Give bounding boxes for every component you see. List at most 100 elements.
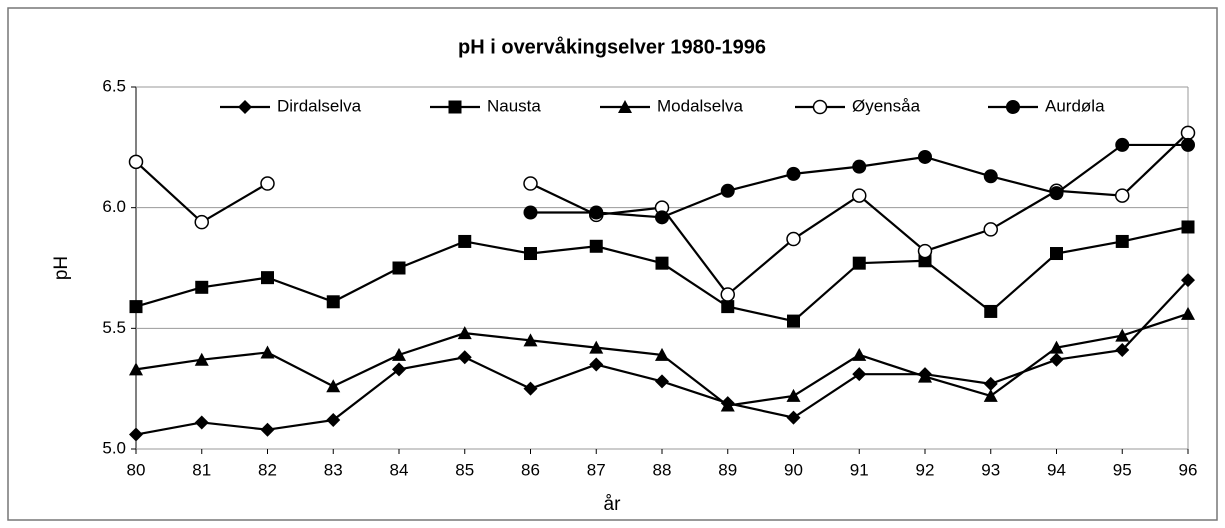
x-tick-label: 85 xyxy=(455,460,474,479)
marker xyxy=(392,261,406,275)
marker xyxy=(1181,273,1195,288)
marker xyxy=(195,280,209,294)
marker xyxy=(589,340,604,354)
x-tick-label: 84 xyxy=(390,460,409,479)
marker xyxy=(720,183,735,198)
marker xyxy=(852,347,867,361)
marker xyxy=(589,205,604,220)
marker xyxy=(983,376,998,391)
marker xyxy=(589,239,603,253)
marker xyxy=(392,362,406,377)
marker xyxy=(618,100,632,113)
marker xyxy=(326,295,340,309)
marker xyxy=(655,256,669,270)
marker xyxy=(720,398,735,412)
marker xyxy=(1050,247,1063,261)
legend-label: Modalselva xyxy=(657,96,744,115)
marker xyxy=(812,99,828,115)
marker xyxy=(786,231,801,247)
x-tick-label: 95 xyxy=(1113,460,1132,479)
marker xyxy=(523,205,538,220)
marker xyxy=(852,159,867,174)
marker xyxy=(589,357,604,372)
marker xyxy=(458,234,472,248)
marker xyxy=(655,210,669,225)
marker xyxy=(194,352,209,366)
marker xyxy=(448,100,462,114)
chart-frame xyxy=(7,7,1218,521)
marker xyxy=(523,176,538,191)
marker xyxy=(1115,188,1130,203)
x-tick-label: 90 xyxy=(784,460,803,479)
marker xyxy=(1180,125,1196,141)
y-axis-label: pH xyxy=(51,256,72,280)
marker xyxy=(786,166,801,181)
marker xyxy=(326,413,341,428)
marker xyxy=(1181,220,1195,234)
marker xyxy=(194,415,209,430)
marker xyxy=(1049,352,1064,367)
marker xyxy=(655,374,669,389)
x-tick-label: 87 xyxy=(587,460,606,479)
marker xyxy=(1181,137,1195,152)
marker xyxy=(194,214,209,230)
marker xyxy=(326,379,341,393)
marker xyxy=(129,300,143,314)
x-tick-label: 92 xyxy=(916,460,935,479)
x-tick-label: 86 xyxy=(521,460,540,479)
marker xyxy=(852,188,867,203)
marker xyxy=(1006,100,1020,114)
marker xyxy=(786,388,801,402)
marker xyxy=(128,154,144,170)
y-tick-label: 5.5 xyxy=(102,318,126,337)
marker xyxy=(1115,343,1130,358)
marker xyxy=(655,347,669,361)
marker xyxy=(983,222,998,237)
marker xyxy=(721,300,735,314)
legend-label: Øyensåa xyxy=(852,96,921,115)
x-tick-label: 81 xyxy=(192,460,211,479)
marker xyxy=(983,169,998,184)
marker xyxy=(457,326,472,340)
marker xyxy=(129,427,143,442)
y-tick-label: 6.0 xyxy=(102,197,126,216)
marker xyxy=(852,256,866,270)
marker xyxy=(1115,328,1130,342)
marker xyxy=(457,350,472,365)
x-tick-label: 93 xyxy=(981,460,1000,479)
series-line xyxy=(530,143,1188,219)
marker xyxy=(983,388,998,402)
marker xyxy=(787,314,800,328)
marker xyxy=(852,367,867,382)
marker xyxy=(238,100,252,114)
marker xyxy=(984,304,998,318)
marker xyxy=(917,243,933,259)
marker xyxy=(1181,306,1195,320)
x-tick-label: 89 xyxy=(718,460,737,479)
chart-title: pH i overvåkingselver 1980-1996 xyxy=(458,35,766,58)
y-tick-label: 5.0 xyxy=(102,438,126,457)
x-tick-label: 80 xyxy=(127,460,146,479)
marker xyxy=(261,271,274,285)
marker xyxy=(523,333,538,347)
legend-label: Aurdøla xyxy=(1045,96,1105,115)
legend-label: Dirdalselva xyxy=(277,96,362,115)
legend-label: Nausta xyxy=(487,96,541,115)
marker xyxy=(129,362,143,376)
series-line xyxy=(135,225,1189,323)
marker xyxy=(918,149,932,164)
marker xyxy=(918,369,932,383)
marker xyxy=(392,347,406,361)
marker xyxy=(786,410,801,425)
marker xyxy=(1049,340,1064,354)
x-tick-label: 88 xyxy=(653,460,672,479)
x-axis-label: år xyxy=(604,494,622,515)
marker xyxy=(260,176,275,191)
x-tick-label: 82 xyxy=(258,460,277,479)
marker xyxy=(523,381,538,396)
marker xyxy=(524,247,537,261)
marker xyxy=(1115,234,1129,248)
x-tick-label: 91 xyxy=(850,460,869,479)
x-tick-label: 83 xyxy=(324,460,343,479)
